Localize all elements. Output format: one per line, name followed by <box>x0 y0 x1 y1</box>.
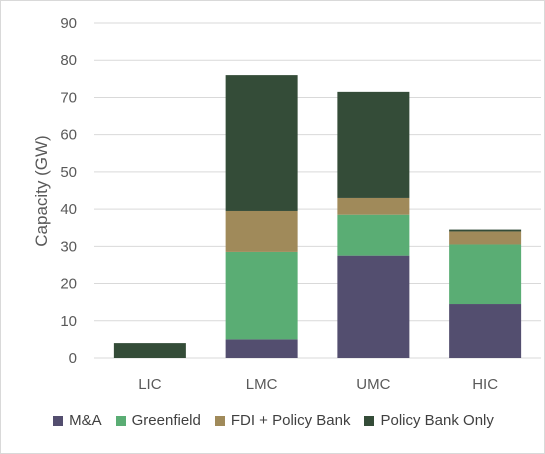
bar-hic-m-a <box>449 304 522 358</box>
legend-swatch <box>214 415 225 426</box>
bars <box>113 75 522 358</box>
bar-hic-fdi-policy-bank <box>449 231 522 245</box>
legend-label: FDI + Policy Bank <box>230 412 351 429</box>
y-tick-label: 10 <box>60 313 77 330</box>
legend-swatch <box>115 415 126 426</box>
stacked-bar-chart: 0 10 20 30 40 50 60 70 80 90 LIC LMC UMC HIC Capacit… <box>32 15 541 393</box>
legend-label: M&A <box>69 412 102 429</box>
x-tick-label: LMC <box>246 376 278 393</box>
x-tick-label: LIC <box>138 376 162 393</box>
bar-lmc-fdi-policy-bank <box>225 210 298 252</box>
legend-item: Greenfield <box>115 412 201 429</box>
y-tick-labels: 0 10 20 30 40 50 60 70 80 90 <box>60 15 77 367</box>
y-tick-label: 70 <box>60 89 77 106</box>
legend-item: Policy Bank Only <box>364 412 494 429</box>
bar-lmc-m-a <box>225 339 298 358</box>
y-tick-label: 90 <box>60 15 77 32</box>
x-tick-labels: LIC LMC UMC HIC <box>138 376 498 393</box>
y-tick-label: 40 <box>60 201 77 218</box>
legend-item: FDI + Policy Bank <box>214 412 351 429</box>
bar-umc-greenfield <box>337 214 410 256</box>
y-tick-label: 50 <box>60 164 77 181</box>
legend-label: Greenfield <box>131 412 201 429</box>
bar-umc-fdi-policy-bank <box>337 197 410 215</box>
y-tick-label: 60 <box>60 127 77 144</box>
y-axis-label: Capacity (GW) <box>32 135 51 246</box>
legend-swatch <box>53 415 64 426</box>
bar-lic-policy-bank-only <box>113 343 186 358</box>
bar-umc-m-a <box>337 255 410 358</box>
y-tick-label: 0 <box>69 350 77 367</box>
legend-label: Policy Bank Only <box>380 412 494 429</box>
bar-hic-greenfield <box>449 244 522 305</box>
x-tick-label: UMC <box>356 376 390 393</box>
legend-item: M&A <box>53 412 102 429</box>
x-tick-label: HIC <box>472 376 498 393</box>
bar-lmc-policy-bank-only <box>225 75 298 211</box>
y-tick-label: 80 <box>60 52 77 69</box>
bar-hic-policy-bank-only <box>449 229 522 232</box>
y-tick-label: 30 <box>60 238 77 255</box>
legend-swatch <box>364 415 375 426</box>
bar-lmc-greenfield <box>225 251 298 340</box>
bar-umc-policy-bank-only <box>337 91 410 198</box>
y-tick-label: 20 <box>60 276 77 293</box>
legend: M&A Greenfield FDI + Policy Bank Policy Ban… <box>1 412 545 429</box>
